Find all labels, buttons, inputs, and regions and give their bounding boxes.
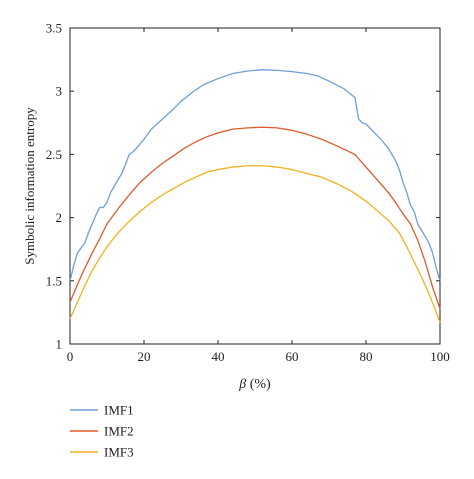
legend: IMF1 IMF2 IMF3 [70, 403, 134, 460]
x-axis-label-symbol: β [238, 377, 246, 392]
ticks-layer: 0 20 40 60 80 100 1 1.5 2 2.5 3 3.5 [46, 21, 450, 365]
series-line-imf1 [69, 69, 441, 281]
legend-label-imf1: IMF1 [104, 403, 134, 418]
x-tick-label: 80 [360, 349, 373, 364]
series-layer [69, 69, 441, 323]
y-axis-label: Symbolic information entropy [22, 107, 37, 265]
y-tick-label: 3 [56, 84, 63, 99]
series-line-imf2 [69, 126, 441, 309]
plot-frame [69, 27, 441, 345]
x-tick-label: 40 [212, 349, 225, 364]
y-tick-label: 2.5 [46, 147, 62, 162]
x-tick-label: 20 [138, 349, 151, 364]
x-tick-label: 60 [286, 349, 299, 364]
y-tick-label: 1 [56, 337, 63, 352]
x-tick-label: 0 [67, 349, 74, 364]
x-axis-label: β (%) [238, 377, 271, 392]
legend-label-imf3: IMF3 [104, 445, 134, 460]
series-line-imf3 [69, 165, 441, 323]
y-tick-label: 2 [56, 210, 63, 225]
x-axis-label-unit: (%) [246, 377, 271, 392]
x-tick-label: 100 [430, 349, 450, 364]
legend-label-imf2: IMF2 [104, 424, 134, 439]
y-tick-label: 3.5 [46, 21, 62, 36]
y-tick-label: 1.5 [46, 273, 62, 288]
